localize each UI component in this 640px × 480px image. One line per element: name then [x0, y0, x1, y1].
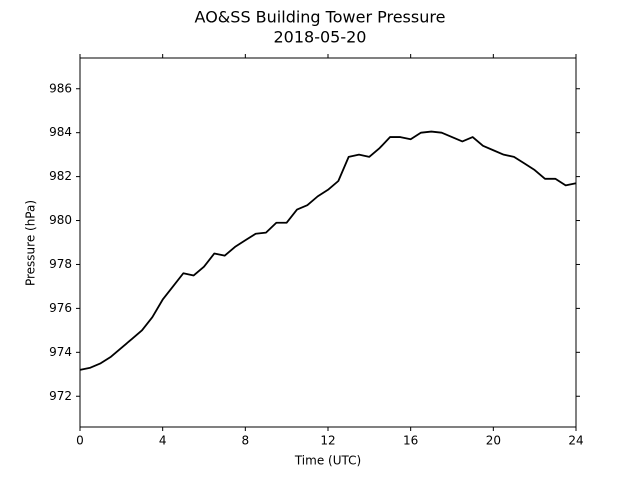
x-axis-label: Time (UTC) [294, 454, 361, 468]
y-tick-label: 974 [49, 345, 72, 359]
chart-title: AO&SS Building Tower Pressure [195, 8, 446, 27]
x-tick-label: 24 [568, 434, 583, 448]
x-tick-label: 12 [320, 434, 335, 448]
x-tick-label: 20 [486, 434, 501, 448]
y-tick-label: 984 [49, 125, 72, 139]
y-tick-label: 976 [49, 301, 72, 315]
x-tick-label: 8 [242, 434, 250, 448]
x-tick-label: 4 [159, 434, 167, 448]
y-axis-label: Pressure (hPa) [24, 200, 38, 286]
y-tick-label: 980 [49, 213, 72, 227]
chart-subtitle: 2018-05-20 [274, 28, 367, 47]
y-tick-label: 982 [49, 169, 72, 183]
line-series [79, 130, 577, 371]
x-tick-label: 0 [76, 434, 84, 448]
plot-frame [79, 57, 577, 428]
y-tick-label: 986 [49, 81, 72, 95]
y-tick-label: 978 [49, 257, 72, 271]
x-tick-label: 16 [403, 434, 418, 448]
y-tick-label: 972 [49, 389, 72, 403]
